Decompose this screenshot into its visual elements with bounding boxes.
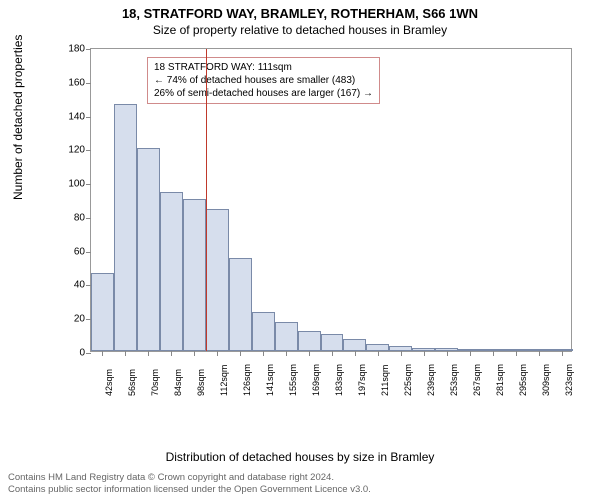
xtick-mark (378, 351, 379, 356)
xtick-mark (493, 351, 494, 356)
xtick-label: 225sqm (403, 364, 413, 396)
histogram-bar (160, 192, 183, 351)
ytick-mark (86, 184, 91, 185)
annotation-line: 18 STRATFORD WAY: 111sqm (154, 61, 373, 74)
histogram-bar (298, 331, 321, 351)
histogram-bar (91, 273, 114, 351)
xtick-label: 183sqm (334, 364, 344, 396)
xtick-mark (125, 351, 126, 356)
xtick-label: 267sqm (472, 364, 482, 396)
xtick-label: 70sqm (150, 369, 160, 396)
xtick-label: 323sqm (564, 364, 574, 396)
ytick-mark (86, 83, 91, 84)
footer-attribution: Contains HM Land Registry data © Crown c… (8, 472, 371, 496)
xtick-label: 112sqm (219, 365, 229, 396)
reference-line (206, 49, 207, 351)
xtick-mark (286, 351, 287, 356)
xtick-mark (516, 351, 517, 356)
histogram-bar (366, 344, 389, 351)
xtick-label: 141sqm (265, 364, 275, 396)
xtick-mark (332, 351, 333, 356)
ytick-mark (86, 218, 91, 219)
histogram-bar (321, 334, 344, 351)
xtick-label: 281sqm (495, 364, 505, 396)
histogram-bar (229, 258, 252, 351)
xtick-mark (424, 351, 425, 356)
xtick-mark (539, 351, 540, 356)
y-axis-label: Number of detached properties (11, 35, 25, 200)
ytick-mark (86, 252, 91, 253)
xtick-mark (447, 351, 448, 356)
xtick-label: 98sqm (196, 369, 206, 396)
ytick-label: 100 (57, 179, 85, 190)
xtick-label: 197sqm (357, 364, 367, 396)
chart-subtitle: Size of property relative to detached ho… (0, 23, 600, 37)
histogram-bar (252, 312, 275, 351)
ytick-label: 40 (57, 280, 85, 291)
x-axis-label: Distribution of detached houses by size … (0, 450, 600, 464)
xtick-label: 56sqm (127, 369, 137, 396)
xtick-label: 126sqm (242, 364, 252, 396)
chart-area: 18 STRATFORD WAY: 111sqm← 74% of detache… (56, 44, 576, 414)
xtick-label: 42sqm (104, 369, 114, 396)
xtick-mark (148, 351, 149, 356)
xtick-mark (194, 351, 195, 356)
xtick-mark (217, 351, 218, 356)
xtick-label: 84sqm (173, 369, 183, 396)
ytick-label: 0 (57, 348, 85, 359)
ytick-mark (86, 49, 91, 50)
footer-line-2: Contains public sector information licen… (8, 484, 371, 496)
histogram-bar (114, 104, 137, 351)
xtick-mark (263, 351, 264, 356)
xtick-label: 239sqm (426, 364, 436, 396)
xtick-label: 155sqm (288, 364, 298, 396)
xtick-label: 295sqm (518, 364, 528, 396)
ytick-label: 160 (57, 77, 85, 88)
xtick-mark (470, 351, 471, 356)
ytick-label: 80 (57, 212, 85, 223)
histogram-bar (206, 209, 229, 351)
ytick-label: 140 (57, 111, 85, 122)
xtick-mark (240, 351, 241, 356)
xtick-mark (562, 351, 563, 356)
ytick-label: 20 (57, 314, 85, 325)
annotation-line: 26% of semi-detached houses are larger (… (154, 87, 373, 100)
annotation-line: ← 74% of detached houses are smaller (48… (154, 74, 373, 87)
xtick-mark (171, 351, 172, 356)
xtick-label: 309sqm (541, 364, 551, 396)
histogram-bar (343, 339, 366, 351)
xtick-mark (102, 351, 103, 356)
chart-title-block: 18, STRATFORD WAY, BRAMLEY, ROTHERHAM, S… (0, 0, 600, 37)
ytick-mark (86, 150, 91, 151)
chart-title: 18, STRATFORD WAY, BRAMLEY, ROTHERHAM, S… (0, 6, 600, 21)
annotation-box: 18 STRATFORD WAY: 111sqm← 74% of detache… (147, 57, 380, 104)
ytick-label: 60 (57, 246, 85, 257)
xtick-mark (401, 351, 402, 356)
xtick-label: 253sqm (449, 364, 459, 396)
histogram-bar (137, 148, 160, 351)
histogram-bar (275, 322, 298, 351)
ytick-label: 120 (57, 145, 85, 156)
xtick-mark (309, 351, 310, 356)
ytick-mark (86, 353, 91, 354)
ytick-label: 180 (57, 44, 85, 55)
xtick-mark (355, 351, 356, 356)
histogram-bar (183, 199, 206, 351)
plot-area: 18 STRATFORD WAY: 111sqm← 74% of detache… (90, 48, 572, 352)
ytick-mark (86, 117, 91, 118)
footer-line-1: Contains HM Land Registry data © Crown c… (8, 472, 371, 484)
xtick-label: 169sqm (311, 364, 321, 396)
xtick-label: 211sqm (380, 365, 390, 396)
